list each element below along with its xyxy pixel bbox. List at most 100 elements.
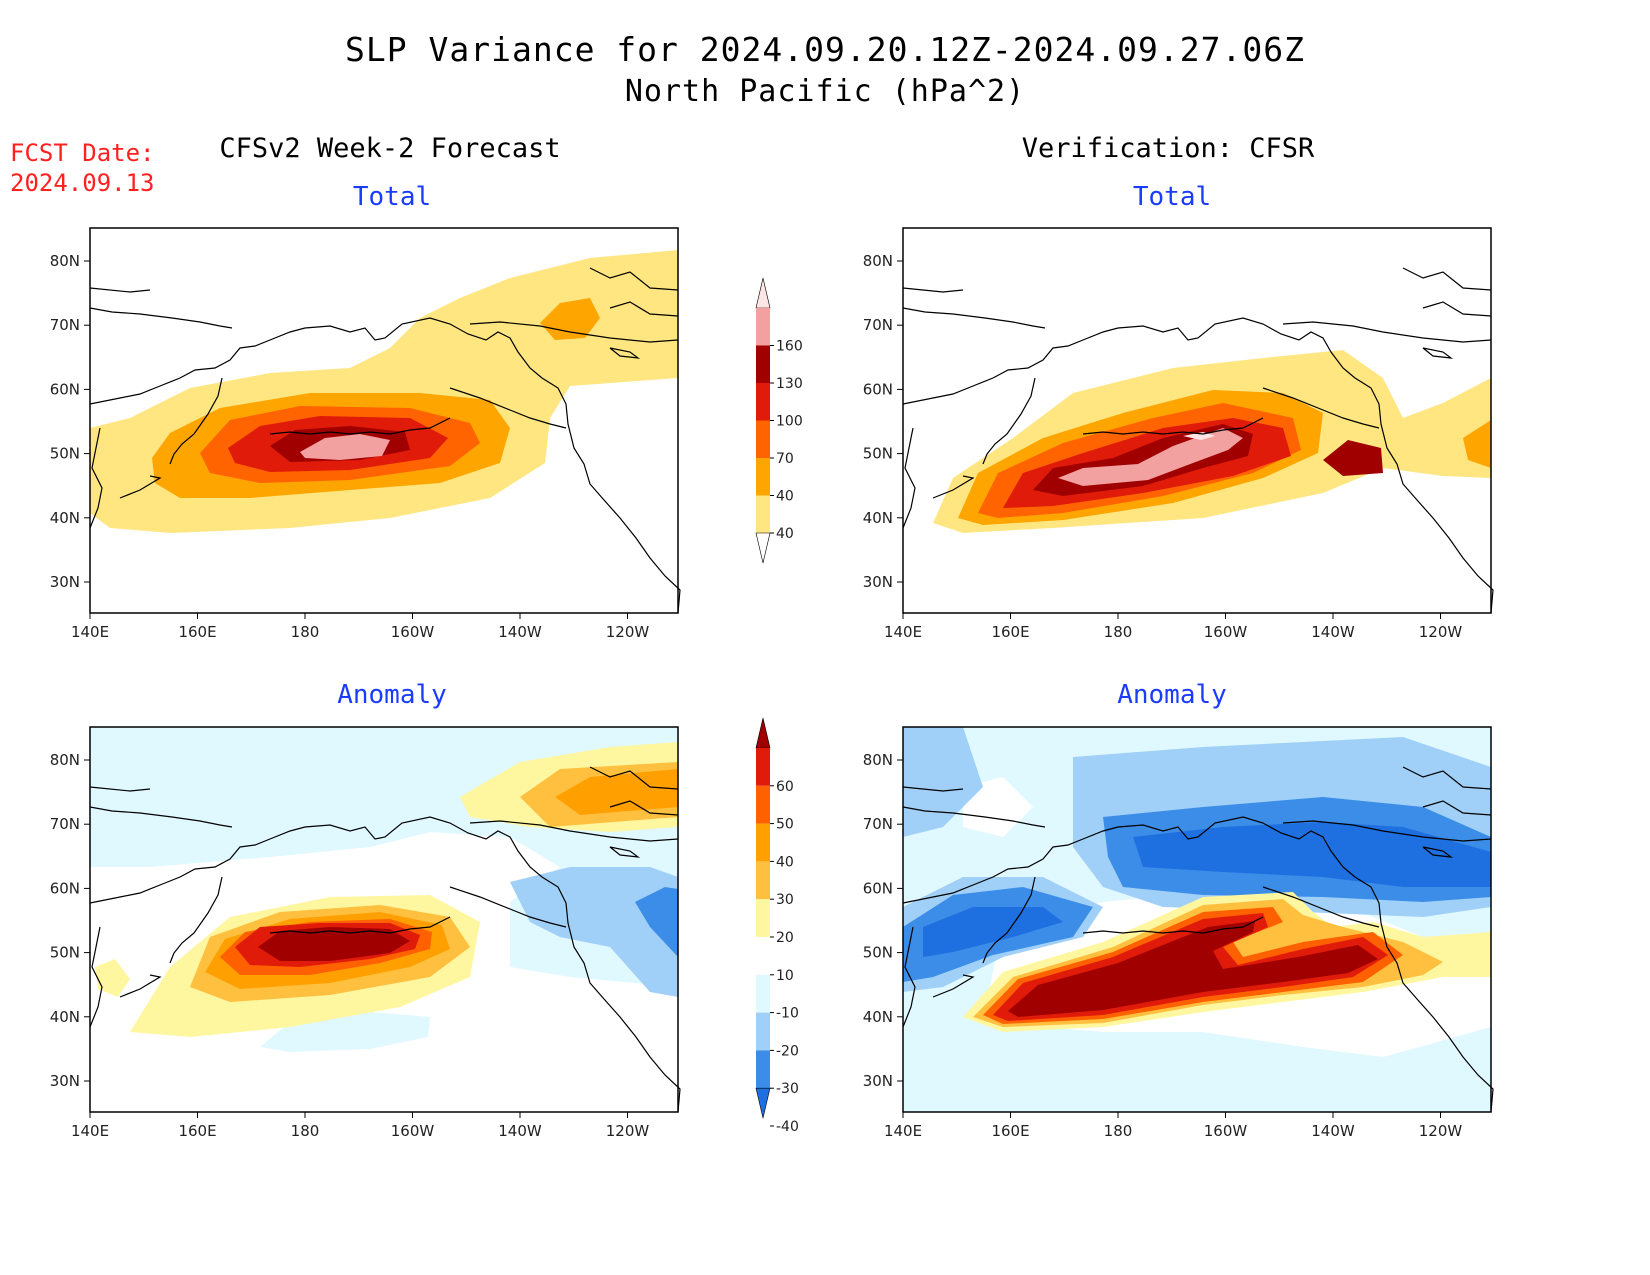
- colorbar-label: 60: [776, 779, 794, 795]
- lat-tick-label: 40N: [863, 1008, 893, 1026]
- contour-neg30: [635, 887, 678, 957]
- colorbar-label: 30: [776, 892, 794, 908]
- lat-tick-label: 80N: [863, 751, 893, 769]
- lon-tick-label: 160W: [391, 623, 435, 641]
- colorbar-segment: [756, 383, 770, 421]
- lat-tick-label: 40N: [50, 1008, 80, 1026]
- lon-tick-label: 160E: [178, 1122, 216, 1140]
- lon-tick-label: 160E: [178, 623, 216, 641]
- contour-neg40: [1133, 822, 1491, 887]
- figure-subtitle: North Pacific (hPa^2): [624, 74, 1026, 109]
- lon-tick-label: 160W: [1204, 623, 1248, 641]
- colorbar-label: 70: [776, 451, 794, 467]
- colorbar-segment: [756, 308, 770, 346]
- lat-tick-label: 60N: [863, 380, 893, 398]
- colorbar-segment: [756, 420, 770, 458]
- lat-tick-label: 40N: [50, 509, 80, 527]
- lon-tick-label: 140E: [71, 623, 109, 641]
- lat-tick-label: 60N: [50, 879, 80, 897]
- contour-220: [1183, 432, 1215, 440]
- colorbar-label: 40: [776, 489, 794, 505]
- forecast-date-block: FCST Date: 2024.09.13: [10, 138, 155, 198]
- lon-tick-label: 160E: [991, 1122, 1029, 1140]
- forecast-total-map: 140E 160E 180 160W 140W 120W 80N 70N 60N 50N 40N 30…: [50, 227, 681, 641]
- colorbar-segment: [756, 748, 770, 786]
- lat-tick-label: 80N: [50, 751, 80, 769]
- forecast-date-value: 2024.09.13: [10, 169, 155, 197]
- panel-title-verification-anomaly: Anomaly: [1117, 680, 1227, 710]
- panel-title-forecast-anomaly: Anomaly: [337, 680, 447, 710]
- colorbar-segment: [756, 1012, 770, 1051]
- colorbar-segment: [756, 785, 770, 824]
- lat-tick-label: 50N: [50, 445, 80, 463]
- lon-tick-label: 160W: [1204, 1122, 1248, 1140]
- colorbar-segment: [756, 861, 770, 900]
- anomaly-colorbar: 60 50 40 30 20 10 -10 -20 -30 -40: [755, 717, 799, 1135]
- colorbar-label: 130: [776, 376, 803, 392]
- lon-tick-label: 140W: [498, 1122, 542, 1140]
- lon-tick-label: 180: [1104, 1122, 1133, 1140]
- panel-title-forecast-total: Total: [352, 182, 432, 212]
- colorbar-segment: [756, 458, 770, 496]
- verification-column-title: Verification: CFSR: [1021, 133, 1315, 164]
- colorbar-segment: [756, 823, 770, 862]
- contour-neg20: [903, 727, 983, 837]
- lat-tick-label: 70N: [863, 815, 893, 833]
- total-colorbar: 160 130 100 70 40 40: [755, 277, 803, 564]
- contour-neg20: [510, 867, 678, 997]
- colorbar-segment: [756, 1050, 770, 1089]
- lon-tick-label: 180: [291, 623, 320, 641]
- colorbar-bottom-triangle: [755, 532, 771, 564]
- lat-tick-label: 50N: [863, 445, 893, 463]
- colorbar-segment: [756, 345, 770, 383]
- lon-tick-label: 140E: [884, 623, 922, 641]
- lat-tick-label: 40N: [863, 509, 893, 527]
- colorbar-label: 160: [776, 339, 803, 355]
- lat-tick-label: 80N: [50, 252, 80, 270]
- colorbar-label: 20: [776, 930, 794, 946]
- contour-190: [300, 434, 390, 460]
- lon-tick-label: 160W: [391, 1122, 435, 1140]
- colorbar-label: 50: [776, 817, 794, 833]
- lon-tick-label: 180: [291, 1122, 320, 1140]
- colorbar-top-triangle: [755, 717, 771, 749]
- figure-title: SLP Variance for 2024.09.20.12Z-2024.09.…: [345, 30, 1305, 69]
- verification-anomaly-map: 140E 160E 180 160W 140W 120W 80N 70N 60N 50N 40N 30…: [863, 726, 1494, 1140]
- forecast-column-title: CFSv2 Week-2 Forecast: [219, 133, 561, 164]
- colorbar-label: -20: [776, 1043, 799, 1059]
- lat-tick-label: 30N: [863, 1072, 893, 1090]
- colorbar-top-triangle: [755, 277, 771, 309]
- colorbar-segment: [756, 899, 770, 937]
- lat-tick-label: 50N: [50, 944, 80, 962]
- lon-tick-label: 140W: [1311, 1122, 1355, 1140]
- contour-70b: [1463, 420, 1491, 468]
- lon-tick-label: 180: [1104, 623, 1133, 641]
- lat-tick-label: 30N: [50, 573, 80, 591]
- lon-tick-label: 120W: [606, 623, 650, 641]
- colorbar-label: 40: [776, 854, 794, 870]
- lon-tick-label: 160E: [991, 623, 1029, 641]
- contour-60: [258, 927, 410, 961]
- panel-title-verification-total: Total: [1132, 182, 1212, 212]
- lon-tick-label: 120W: [606, 1122, 650, 1140]
- lat-tick-label: 70N: [50, 316, 80, 334]
- colorbar-bottom-triangle: [755, 1087, 771, 1119]
- forecast-date-label: FCST Date:: [10, 139, 155, 167]
- colorbar-label: 100: [776, 414, 803, 430]
- lat-tick-label: 50N: [863, 944, 893, 962]
- lon-tick-label: 140E: [71, 1122, 109, 1140]
- lat-tick-label: 30N: [863, 573, 893, 591]
- lat-tick-label: 60N: [863, 879, 893, 897]
- lon-tick-label: 140E: [884, 1122, 922, 1140]
- lon-tick-label: 120W: [1419, 1122, 1463, 1140]
- colorbar-label: -10: [776, 1006, 799, 1022]
- colorbar-segment: [756, 495, 770, 533]
- lat-tick-label: 70N: [50, 815, 80, 833]
- colorbar-segment: [756, 974, 770, 1013]
- lat-tick-label: 30N: [50, 1072, 80, 1090]
- contour-neg40b: [923, 907, 1063, 957]
- contour-10c: [95, 959, 130, 997]
- contour-190: [1058, 428, 1243, 486]
- lat-tick-label: 70N: [863, 316, 893, 334]
- lon-tick-label: 140W: [1311, 623, 1355, 641]
